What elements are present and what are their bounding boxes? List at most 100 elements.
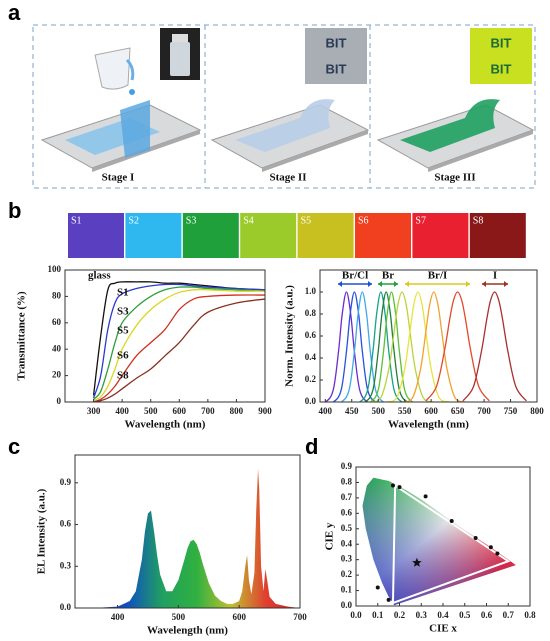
blade <box>120 100 150 158</box>
y-tick-label: 0.5 <box>341 523 353 533</box>
x-tick-label: 550 <box>398 406 412 416</box>
line <box>93 294 265 402</box>
line <box>93 286 265 400</box>
inset <box>305 28 367 84</box>
y-tick-label: 0.2 <box>341 569 353 579</box>
arrow-head <box>482 281 486 287</box>
x-tick-label: 0.2 <box>394 610 406 620</box>
sample <box>240 213 297 258</box>
sample-label: S6 <box>358 215 369 226</box>
y-axis-label: EL Intensity (a.u.) <box>36 488 48 574</box>
plate-edge <box>428 130 533 172</box>
inset-text: BIT <box>491 61 512 76</box>
x-axis-label: Wavelength (nm) <box>388 419 469 431</box>
y-tick-label: 0.4 <box>341 538 353 548</box>
vial-cap <box>172 34 188 42</box>
x-tick-label: 700 <box>201 406 215 416</box>
panel-label: b <box>8 198 21 223</box>
x-tick-label: 0.0 <box>350 610 362 620</box>
sample <box>125 213 182 258</box>
beaker <box>94 47 131 90</box>
line <box>323 291 379 402</box>
series-label: S1 <box>117 287 129 299</box>
y-tick-label: 0.3 <box>341 554 353 564</box>
line <box>370 291 435 402</box>
y-tick-label: 0.8 <box>341 477 353 487</box>
x-tick-label: 0.3 <box>416 610 428 620</box>
point <box>423 494 428 499</box>
line <box>92 283 265 399</box>
y-tick-label: 1.0 <box>305 286 317 296</box>
panel-label: d <box>305 434 318 459</box>
line <box>322 291 387 402</box>
inset-text: BIT <box>326 61 347 76</box>
y-tick-label: 0 <box>57 396 62 406</box>
line <box>425 291 490 402</box>
x-axis-label: Wavelength (nm) <box>147 625 228 637</box>
line <box>330 291 395 402</box>
y-axis-label: Norm. Intensity (a.u.) <box>284 285 296 387</box>
sample <box>412 213 469 258</box>
film <box>235 99 335 152</box>
x-tick-label: 400 <box>319 406 333 416</box>
axes-frame <box>319 269 538 403</box>
stage-label: Stage II <box>270 172 307 184</box>
point <box>386 597 391 602</box>
sample-label: S4 <box>243 215 254 226</box>
x-tick-label: 900 <box>258 406 272 416</box>
point <box>375 585 380 590</box>
axes-frame <box>64 269 266 403</box>
panel-label: c <box>8 434 20 459</box>
x-tick-label: 450 <box>345 406 359 416</box>
point <box>397 485 402 490</box>
x-tick-label: 800 <box>230 406 244 416</box>
line <box>401 291 466 402</box>
y-tick-label: 0.6 <box>341 507 353 517</box>
x-tick-label: 650 <box>451 406 465 416</box>
line <box>93 298 265 402</box>
y-tick-label: 0.7 <box>341 492 353 502</box>
sample <box>469 213 526 258</box>
x-tick-label: 500 <box>144 406 158 416</box>
x-tick-label: 300 <box>87 406 101 416</box>
x-tick-label: 0.4 <box>437 610 449 620</box>
x-tick-label: 0.8 <box>524 610 536 620</box>
x-tick-label: 750 <box>504 406 518 416</box>
series-label: S3 <box>117 306 129 318</box>
arrow-head <box>394 281 398 287</box>
arrow-head <box>466 281 470 287</box>
y-tick-label: 0.9 <box>60 477 72 487</box>
annotation: Br/Cl <box>342 270 368 282</box>
y-tick-label: 0.0 <box>60 602 72 612</box>
sample <box>297 213 354 258</box>
sample <box>355 213 411 258</box>
y-tick-label: 60 <box>52 317 62 327</box>
arrow-head <box>504 281 508 287</box>
film <box>400 99 500 152</box>
y-tick-label: 0.0 <box>341 600 353 610</box>
plate-edge <box>262 130 368 172</box>
x-tick-label: 0.6 <box>481 610 493 620</box>
sample <box>68 213 124 258</box>
x-tick-label: 600 <box>173 406 187 416</box>
line <box>93 288 265 402</box>
y-tick-label: 40 <box>52 343 62 353</box>
series-label: S6 <box>117 350 129 362</box>
sample <box>182 213 239 258</box>
y-axis-label: CIE y <box>324 522 336 550</box>
annotation: Br <box>382 270 394 282</box>
x-tick-label: 400 <box>115 406 129 416</box>
drop <box>129 89 135 95</box>
axes-frame <box>74 454 301 609</box>
y-tick-label: 0.2 <box>305 374 317 384</box>
gamut <box>391 483 511 605</box>
pour <box>125 58 135 81</box>
area <box>93 468 300 608</box>
panel-label: a <box>8 0 21 25</box>
series-label: S8 <box>117 370 129 382</box>
sample-label: S3 <box>186 215 197 226</box>
y-tick-label: 0.4 <box>305 352 317 362</box>
stage-label: Stage I <box>102 172 135 184</box>
y-tick-label: 0.6 <box>305 330 317 340</box>
